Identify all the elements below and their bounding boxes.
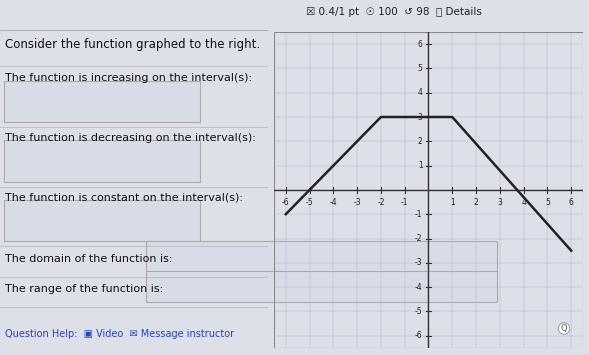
Text: The domain of the function is:: The domain of the function is: bbox=[5, 254, 173, 264]
Text: The range of the function is:: The range of the function is: bbox=[5, 284, 164, 294]
Text: -6: -6 bbox=[282, 198, 290, 207]
Text: -3: -3 bbox=[353, 198, 361, 207]
Text: 4: 4 bbox=[418, 88, 422, 97]
Text: 5: 5 bbox=[545, 198, 550, 207]
Text: -5: -5 bbox=[306, 198, 313, 207]
Text: -6: -6 bbox=[415, 331, 422, 340]
Text: 2: 2 bbox=[418, 137, 422, 146]
Text: Question Help:  ▣ Video  ✉ Message instructor: Question Help: ▣ Video ✉ Message instruc… bbox=[5, 329, 234, 339]
Text: -2: -2 bbox=[377, 198, 385, 207]
FancyBboxPatch shape bbox=[4, 140, 200, 182]
Text: Q: Q bbox=[561, 324, 567, 333]
Text: -1: -1 bbox=[401, 198, 408, 207]
Text: -2: -2 bbox=[415, 234, 422, 243]
Text: -4: -4 bbox=[329, 198, 337, 207]
Text: The function is decreasing on the interval(s):: The function is decreasing on the interv… bbox=[5, 133, 256, 143]
Text: ☒ 0.4/1 pt  ☉ 100  ↺ 98  ⓘ Details: ☒ 0.4/1 pt ☉ 100 ↺ 98 ⓘ Details bbox=[306, 7, 482, 17]
Bar bbox=[274, 32, 583, 348]
Text: 1: 1 bbox=[418, 161, 422, 170]
FancyBboxPatch shape bbox=[4, 81, 200, 122]
FancyBboxPatch shape bbox=[146, 271, 497, 302]
Text: The function is increasing on the interval(s):: The function is increasing on the interv… bbox=[5, 73, 253, 83]
Text: The function is constant on the interval(s):: The function is constant on the interval… bbox=[5, 192, 243, 203]
FancyBboxPatch shape bbox=[146, 241, 497, 273]
Text: 1: 1 bbox=[450, 198, 455, 207]
Text: Consider the function graphed to the right.: Consider the function graphed to the rig… bbox=[5, 38, 260, 51]
Text: 3: 3 bbox=[418, 113, 422, 121]
Text: 6: 6 bbox=[569, 198, 574, 207]
Text: 6: 6 bbox=[418, 40, 422, 49]
Text: 5: 5 bbox=[418, 64, 422, 73]
FancyBboxPatch shape bbox=[4, 200, 200, 241]
Text: -1: -1 bbox=[415, 210, 422, 219]
Text: -4: -4 bbox=[415, 283, 422, 292]
Text: -3: -3 bbox=[415, 258, 422, 267]
Text: -5: -5 bbox=[415, 307, 422, 316]
Text: 2: 2 bbox=[474, 198, 478, 207]
Text: 4: 4 bbox=[521, 198, 526, 207]
Text: 3: 3 bbox=[498, 198, 502, 207]
